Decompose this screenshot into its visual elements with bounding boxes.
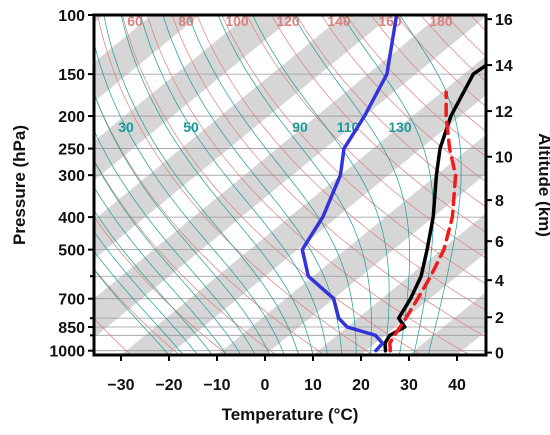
pressure-tick-label: 150 xyxy=(58,67,85,84)
moist-adiabat xyxy=(120,15,314,355)
altitude-tick-label: 6 xyxy=(495,234,504,251)
dry-adiabat xyxy=(171,15,486,338)
dry-adiabat-label: 140 xyxy=(327,13,351,29)
temperature-tick-label: 0 xyxy=(261,377,270,394)
moist-adiabat-label: 90 xyxy=(292,119,308,135)
moist-adiabat xyxy=(140,15,328,355)
pressure-tick-label: 1000 xyxy=(49,344,85,361)
moist-adiabat xyxy=(94,269,170,355)
moist-adiabat xyxy=(217,15,372,355)
isotherm-band xyxy=(94,15,486,338)
moist-adiabat xyxy=(94,41,285,355)
pressure-tick-label: 700 xyxy=(58,292,85,309)
moist-adiabat xyxy=(94,92,271,355)
moist-adiabat xyxy=(94,160,242,355)
dry-adiabat-labels: 60 80 100 120 140 160 180 xyxy=(127,13,453,29)
moist-adiabat xyxy=(162,15,343,355)
dry-adiabat-label: 60 xyxy=(127,13,143,29)
y2-axis-title: Altitude (km) xyxy=(535,133,550,237)
dry-adiabat-label: 100 xyxy=(225,13,249,29)
isotherm-band xyxy=(94,15,392,260)
pressure-tick-label: 200 xyxy=(58,109,85,126)
moist-adiabat xyxy=(94,186,227,355)
dewpoint-line xyxy=(300,15,399,353)
altitude-tick-label: 14 xyxy=(495,58,513,75)
isobar-lines xyxy=(94,15,486,352)
dry-adiabat-label: 120 xyxy=(276,13,300,29)
isotherm-band xyxy=(94,15,296,181)
temperature-tick-label: 30 xyxy=(400,377,418,394)
temperature-axis: −30 −20 −10 0 10 20 30 40 xyxy=(107,355,466,394)
isotherm-band xyxy=(94,15,104,24)
altitude-tick-label: 12 xyxy=(495,104,513,121)
dry-adiabat xyxy=(94,159,277,355)
dry-adiabat xyxy=(94,268,180,355)
moist-adiabat xyxy=(94,230,199,355)
altitude-tick-label: 4 xyxy=(495,273,504,290)
dry-adiabat xyxy=(296,15,486,208)
pressure-tick-label: 300 xyxy=(58,168,85,185)
moist-adiabat xyxy=(293,15,410,355)
moist-adiabat-label: 130 xyxy=(388,119,412,135)
altitude-axis: 0 2 4 6 8 10 12 14 16 xyxy=(486,12,513,363)
dry-adiabat xyxy=(196,15,486,311)
dry-adiabat-label: 80 xyxy=(178,13,194,29)
altitude-tick-label: 8 xyxy=(495,193,504,210)
isotherm-band xyxy=(217,134,486,355)
temperature-tick-label: 20 xyxy=(352,377,370,394)
isotherm-band xyxy=(409,291,486,355)
pressure-tick-label: 250 xyxy=(58,142,85,159)
dry-adiabat xyxy=(345,15,486,158)
dry-adiabat-label: 180 xyxy=(429,13,453,29)
plot-frame xyxy=(92,13,488,357)
temperature-line xyxy=(383,63,486,353)
moist-adiabat xyxy=(94,129,256,355)
temperature-tick-label: −10 xyxy=(203,377,230,394)
altitude-tick-label: 10 xyxy=(495,150,513,167)
pressure-tick-label: 400 xyxy=(58,210,85,227)
altitude-tick-label: 2 xyxy=(495,310,504,327)
moist-adiabat-label: 30 xyxy=(118,119,134,135)
dry-adiabat xyxy=(94,92,325,355)
dry-adiabats xyxy=(94,15,486,355)
pressure-tick-label: 500 xyxy=(58,243,85,260)
pressure-tick-label: 100 xyxy=(58,8,85,25)
dry-adiabat xyxy=(321,15,486,183)
temperature-tick-label: −30 xyxy=(107,377,134,394)
temperature-tick-label: 10 xyxy=(304,377,322,394)
moist-adiabat xyxy=(399,15,462,355)
temperature-tick-label: −20 xyxy=(155,377,182,394)
isotherm-band xyxy=(94,15,200,102)
moist-adiabat xyxy=(94,250,184,355)
pressure-tick-label: 850 xyxy=(58,320,85,337)
dry-adiabat xyxy=(271,15,486,233)
altitude-tick-label: 0 xyxy=(495,346,504,363)
pressure-axis: 100 150 200 250 300 400 500 700 850 1000 xyxy=(49,8,94,361)
dry-adiabat xyxy=(94,216,228,355)
moist-adiabat-labels: 30 50 90 110 130 xyxy=(118,119,412,135)
dry-adiabat xyxy=(97,15,374,355)
dry-adiabat xyxy=(122,15,422,355)
moist-adiabat xyxy=(94,209,213,355)
dry-adiabat xyxy=(246,15,486,259)
y-axis-title: Pressure (hPa) xyxy=(10,125,29,245)
temperature-tick-label: 40 xyxy=(448,377,466,394)
sounding-series xyxy=(300,15,486,353)
moist-adiabat xyxy=(103,15,299,355)
moist-adiabat-label: 50 xyxy=(183,119,199,135)
parcel-line xyxy=(388,90,458,353)
dry-adiabat xyxy=(94,317,132,355)
altitude-tick-label: 16 xyxy=(495,12,513,29)
dry-adiabat xyxy=(221,15,486,285)
moist-adiabat xyxy=(341,15,434,355)
dry-adiabat xyxy=(146,15,470,355)
x-axis-title: Temperature (°C) xyxy=(222,405,359,424)
